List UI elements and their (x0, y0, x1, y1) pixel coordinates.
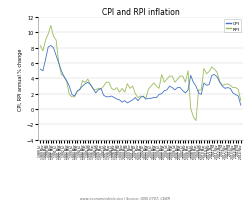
CPI (128, 101, 131, 103)
RPI (49, 25, 52, 28)
CPI (81, 85, 84, 88)
Line: CPI: CPI (40, 46, 240, 106)
Text: www.economicshelp.org | Source: ONS 0707, CEBR: www.economicshelp.org | Source: ONS 0707… (80, 196, 170, 200)
CPI (49, 45, 52, 47)
Legend: CPI, RPI: CPI, RPI (223, 20, 240, 33)
Title: CPI and RPI inflation: CPI and RPI inflation (101, 8, 179, 17)
CPI (238, 104, 241, 107)
RPI (123, 92, 126, 94)
RPI (107, 82, 110, 84)
RPI (128, 88, 131, 90)
Line: RPI: RPI (40, 26, 240, 121)
RPI (238, 100, 241, 102)
CPI (123, 100, 126, 102)
RPI (81, 80, 84, 82)
CPI (110, 95, 112, 98)
RPI (194, 120, 197, 122)
Y-axis label: CPI, RPI annual % change: CPI, RPI annual % change (18, 48, 23, 110)
RPI (39, 45, 42, 47)
CPI (107, 96, 110, 99)
RPI (110, 88, 112, 90)
RPI (152, 82, 155, 85)
CPI (39, 69, 42, 71)
CPI (152, 97, 155, 99)
